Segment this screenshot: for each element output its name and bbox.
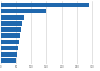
Bar	[1, 15, 24, 20]
Bar	[1, 33, 20, 38]
Bar	[1, 58, 16, 63]
Bar	[1, 52, 17, 57]
Bar	[1, 27, 21, 32]
Bar	[1, 2, 89, 7]
Bar	[1, 46, 18, 50]
Bar	[1, 40, 19, 44]
Bar	[1, 9, 46, 13]
Bar	[1, 21, 22, 26]
